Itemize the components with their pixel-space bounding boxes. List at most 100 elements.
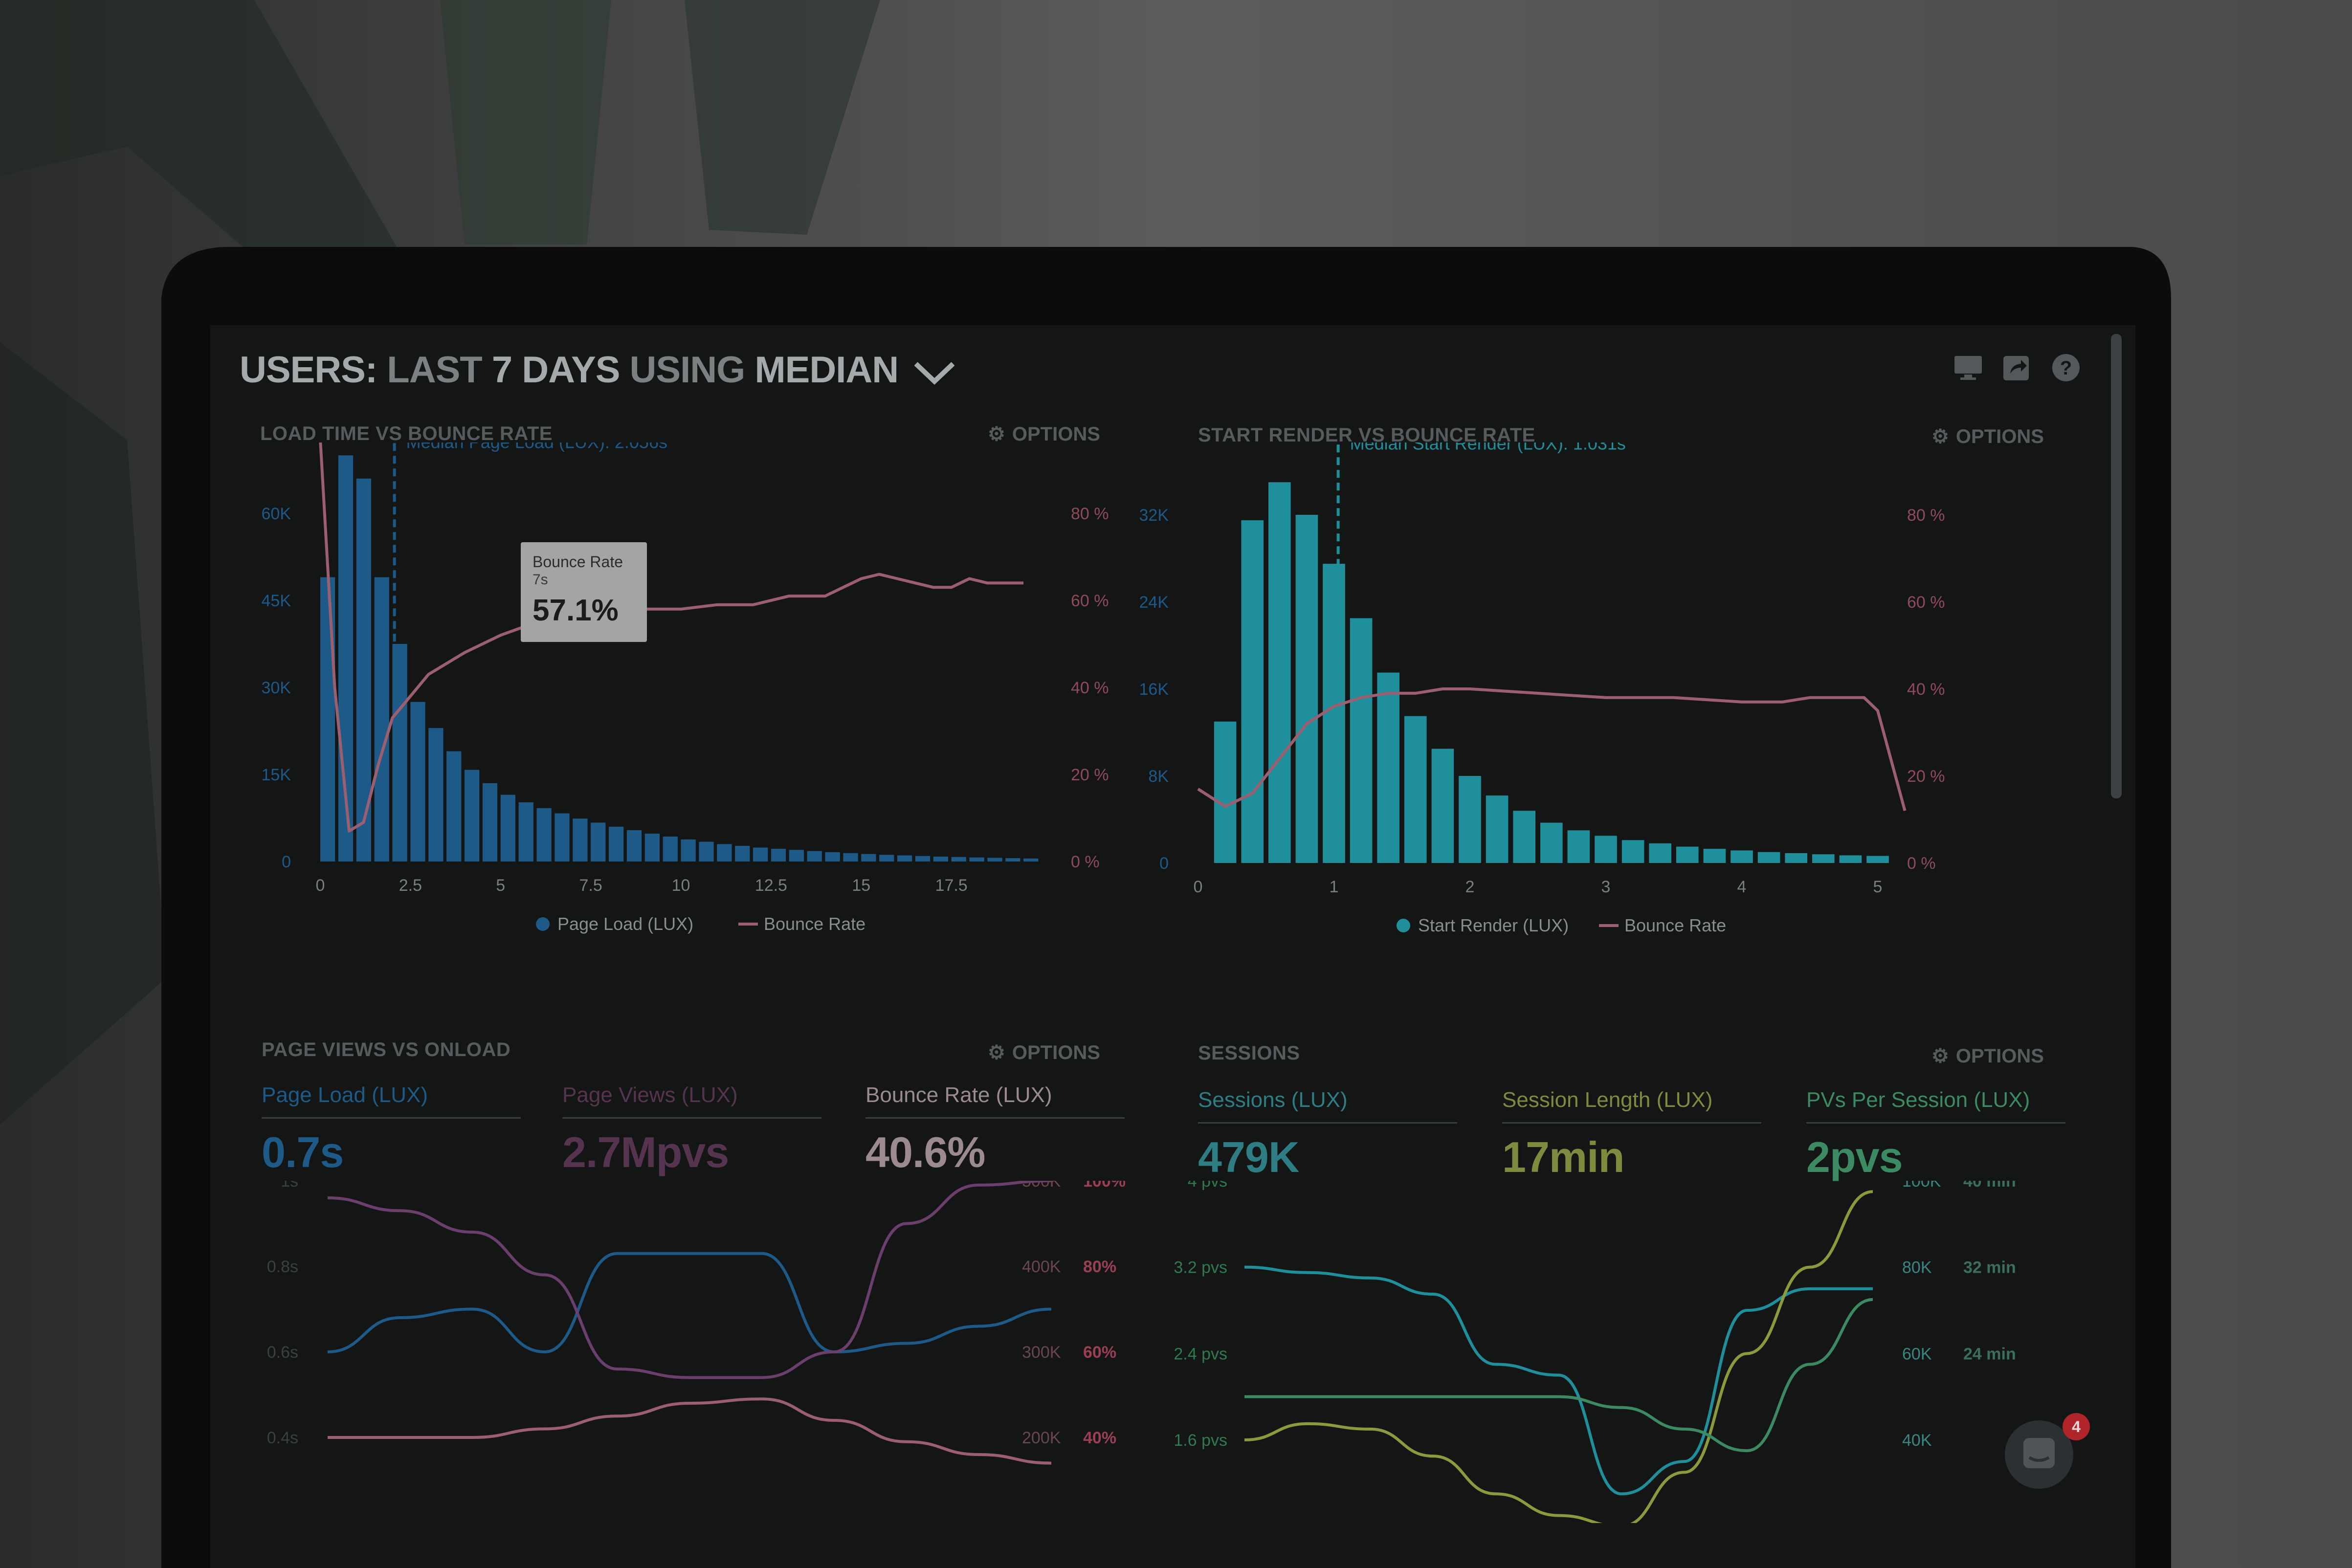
histogram-bar [933, 856, 948, 861]
scrollbar[interactable] [2111, 334, 2122, 798]
histogram-bar [843, 853, 858, 861]
chat-badge: 4 [2063, 1413, 2090, 1440]
x-tick: 12.5 [755, 876, 787, 895]
histogram-bar [573, 818, 588, 861]
gear-icon: ⚙ [1931, 426, 1949, 447]
dashboard-screen: USERS: LAST 7 DAYS USING MEDIAN ? LOAD T… [210, 325, 2135, 1568]
views-options-button[interactable]: ⚙ OPTIONS [988, 1041, 1100, 1064]
metric-session-length[interactable]: Session Length (LUX) 17min [1502, 1088, 1761, 1182]
metric-bounce-rate[interactable]: Bounce Rate (LUX) 40.6% [865, 1083, 1125, 1177]
share-icon[interactable] [2001, 352, 2033, 383]
legend-label: Bounce Rate [1624, 915, 1726, 935]
y-tick: 2.4 pvs [1174, 1345, 1227, 1363]
tooltip-label: Bounce Rate [533, 553, 623, 571]
y-tick: 4 pvs [1188, 1181, 1227, 1191]
x-tick: 4 [1737, 878, 1747, 896]
metric-value: 2.7Mpvs [562, 1128, 729, 1176]
histogram-bar [1377, 672, 1399, 863]
x-tick: 5 [496, 876, 505, 895]
legend-label: Bounce Rate [764, 914, 865, 934]
histogram-bar [825, 852, 840, 861]
y-tick: 24 min [1963, 1345, 2016, 1363]
series-line [1244, 1265, 1873, 1496]
tooltip-value: 57.1% [533, 594, 619, 627]
histogram-bar [591, 822, 606, 861]
x-tick: 0 [1194, 878, 1203, 896]
bounce-rate-tooltip: Bounce Rate 7s 57.1% [521, 542, 647, 642]
histogram-bar [1023, 858, 1039, 861]
sessions-chart: 1.6 pvs 2.4 pvs 3.2 pvs 4 pvs 40K 60K 80K 100K 2… [1174, 1181, 2016, 1523]
chat-button[interactable] [2005, 1420, 2073, 1489]
y-tick-right: 20 % [1071, 766, 1109, 784]
histogram-bar [1214, 721, 1237, 863]
histogram-bar [555, 813, 570, 861]
metric-label: Session Length (LUX) [1502, 1088, 1761, 1124]
x-tick: 10 [672, 876, 690, 895]
histogram-bar [1595, 836, 1617, 863]
sessions-options-button[interactable]: ⚙ OPTIONS [1931, 1045, 2044, 1067]
y-tick: 100% [1083, 1181, 1126, 1191]
metric-sessions[interactable]: Sessions (LUX) 479K [1198, 1088, 1457, 1182]
histogram-bar [1431, 749, 1454, 863]
y-tick-left: 8K [1148, 767, 1169, 786]
histogram-bar [644, 834, 660, 861]
metric-pvs-per-session[interactable]: PVs Per Session (LUX) 2pvs [1806, 1088, 2065, 1182]
chevron-down-icon[interactable] [912, 358, 957, 387]
histogram-bar [446, 751, 462, 861]
load-options-button[interactable]: ⚙ OPTIONS [988, 423, 1100, 445]
monitor-icon[interactable] [1953, 352, 1984, 383]
y-tick-left: 60K [262, 505, 291, 523]
histogram-bar [428, 728, 444, 861]
y-tick-left: 30K [262, 679, 291, 697]
y-tick: 400K [1022, 1258, 1061, 1276]
histogram-bar [1839, 855, 1862, 863]
metric-label: PVs Per Session (LUX) [1806, 1088, 2065, 1124]
x-tick: 7.5 [579, 876, 602, 895]
sessions-panel-title: SESSIONS [1198, 1042, 1300, 1064]
y-tick: 1s [281, 1181, 298, 1191]
metric-label: Page Load (LUX) [262, 1083, 521, 1119]
histogram-bar [1323, 564, 1345, 863]
histogram-bar [1649, 843, 1671, 863]
metric-value: 2pvs [1806, 1133, 1903, 1181]
bounce-rate-line [1197, 687, 1907, 811]
render-options-button[interactable]: ⚙ OPTIONS [1931, 425, 2044, 448]
histogram-bar [536, 808, 552, 861]
help-icon[interactable]: ? [2050, 352, 2082, 383]
y-tick: 3.2 pvs [1174, 1259, 1227, 1277]
y-tick-right: 40 % [1907, 680, 1945, 699]
bounce-rate-line [319, 442, 1024, 833]
histogram-bar [1731, 850, 1753, 863]
y-tick: 40 min [1963, 1181, 2016, 1191]
x-tick: 5 [1873, 878, 1883, 896]
y-tick: 80K [1902, 1259, 1932, 1277]
histogram-bar [1268, 482, 1291, 863]
y-tick-right: 0 % [1071, 853, 1100, 871]
y-tick-left: 0 [1159, 854, 1169, 873]
y-tick-left: 32K [1139, 506, 1169, 525]
histogram-bar [1005, 858, 1021, 861]
metric-page-load[interactable]: Page Load (LUX) 0.7s [262, 1083, 521, 1177]
histogram-bar [1621, 840, 1644, 863]
histogram-bar [518, 802, 533, 861]
median-label: Median Start Render (LUX): 1.031s [1350, 442, 1626, 454]
y-tick: 60K [1902, 1345, 1932, 1363]
y-tick-right: 60 % [1907, 593, 1945, 612]
metric-page-views[interactable]: Page Views (LUX) 2.7Mpvs [562, 1083, 821, 1177]
y-tick: 100K [1902, 1181, 1941, 1191]
x-tick: 2.5 [399, 876, 422, 895]
legend-dot [1397, 919, 1410, 932]
metric-label: Bounce Rate (LUX) [865, 1083, 1125, 1119]
sessions-options-label: OPTIONS [1955, 1045, 2044, 1067]
dashboard-title[interactable]: USERS: LAST 7 DAYS USING MEDIAN [240, 349, 957, 391]
histogram-bar [1350, 618, 1373, 863]
y-tick: 200K [1022, 1429, 1061, 1447]
render-panel-title: START RENDER VS BOUNCE RATE [1198, 424, 1535, 446]
legend-label: Start Render (LUX) [1418, 915, 1569, 935]
y-tick-right: 80 % [1907, 506, 1945, 525]
metric-value: 0.7s [262, 1128, 344, 1176]
plant-leaves [0, 0, 880, 1125]
metric-value: 479K [1198, 1133, 1299, 1181]
page-views-chart: 0.4s 0.6s 0.8s 1s 200K 300K 400K 500K 40% 60% 80% 1… [267, 1181, 1126, 1465]
y-tick-left: 45K [262, 592, 291, 610]
